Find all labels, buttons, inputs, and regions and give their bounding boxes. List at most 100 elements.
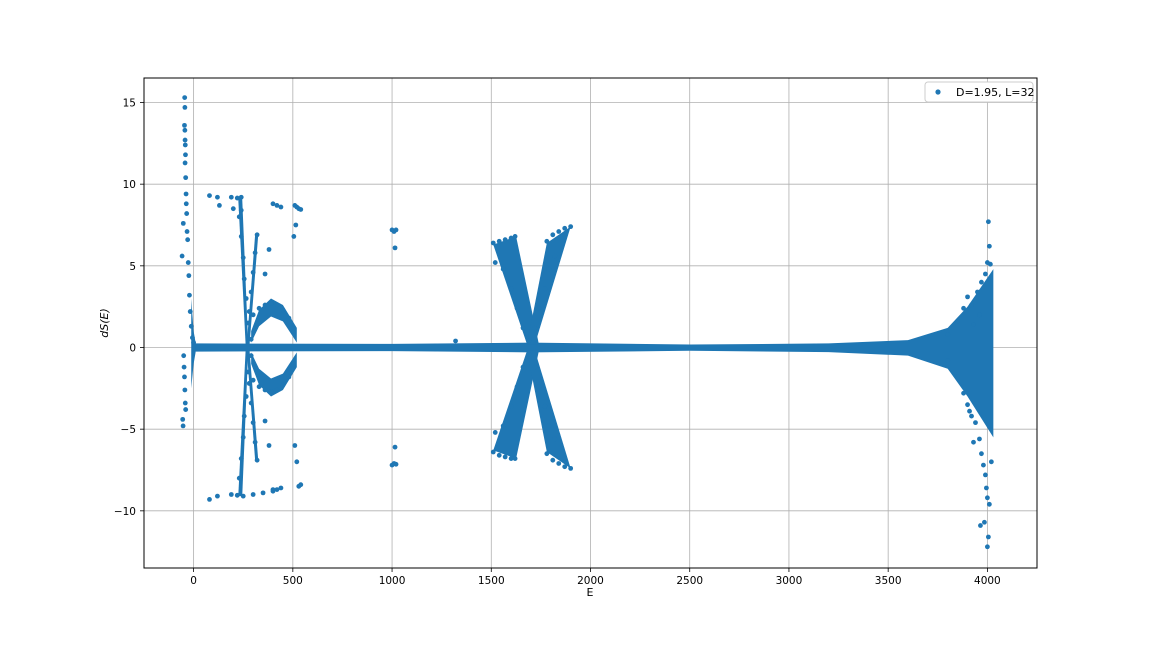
data-point — [526, 338, 532, 344]
data-point — [217, 203, 222, 208]
data-point — [500, 266, 506, 272]
data-point — [973, 420, 978, 426]
data-point — [286, 374, 292, 380]
data-point — [961, 390, 966, 396]
data-point — [508, 286, 514, 292]
data-point — [270, 201, 276, 207]
data-point — [245, 369, 251, 375]
data-point — [262, 302, 268, 308]
data-point — [182, 122, 187, 128]
data-point — [186, 273, 192, 279]
density-band — [493, 350, 539, 459]
data-point — [988, 459, 994, 465]
data-point — [256, 384, 262, 390]
data-point — [268, 301, 274, 306]
data-point — [546, 266, 552, 272]
data-point — [185, 237, 191, 243]
data-point — [978, 523, 983, 528]
data-point — [254, 457, 260, 463]
data-point — [983, 271, 988, 277]
data-point — [514, 305, 520, 311]
data-point — [982, 519, 987, 525]
data-point — [291, 325, 297, 331]
data-point — [250, 312, 256, 318]
data-point — [965, 294, 970, 300]
data-point — [246, 309, 252, 314]
data-point — [252, 250, 258, 256]
data-point — [182, 387, 188, 393]
data-point — [180, 423, 186, 429]
data-point — [500, 423, 506, 429]
data-point — [532, 325, 538, 331]
data-point — [254, 232, 260, 238]
data-point — [971, 439, 976, 445]
data-point — [979, 279, 984, 285]
data-point — [183, 152, 188, 158]
data-point — [238, 456, 244, 461]
data-point — [207, 193, 212, 199]
data-point — [190, 335, 195, 341]
density-band — [246, 350, 259, 461]
data-point — [238, 234, 244, 239]
data-point — [969, 413, 974, 419]
legend: D=1.95, L=32 — [924, 81, 1035, 103]
data-point — [234, 492, 240, 498]
data-point — [546, 423, 552, 429]
data-point — [945, 358, 951, 363]
x-tick-label: 1000 — [379, 575, 406, 587]
data-point — [191, 340, 197, 345]
data-point — [514, 384, 520, 390]
data-point — [556, 229, 562, 234]
data-point — [260, 490, 266, 496]
x-tick-label: 2500 — [676, 575, 703, 587]
data-point — [240, 493, 246, 499]
data-point — [496, 238, 502, 244]
data-point — [550, 457, 556, 463]
data-point — [182, 374, 187, 380]
data-point — [240, 255, 246, 261]
data-point — [508, 403, 514, 409]
data-point — [280, 382, 286, 388]
data-point — [183, 407, 189, 412]
data-point — [568, 465, 574, 471]
data-point — [238, 194, 244, 200]
data-point — [238, 207, 244, 213]
data-point — [182, 160, 188, 166]
data-point — [234, 195, 240, 201]
data-point — [508, 456, 514, 461]
data-point — [981, 462, 986, 468]
data-point — [246, 381, 252, 386]
data-point — [184, 211, 190, 216]
data-point — [185, 260, 191, 265]
data-point — [544, 451, 550, 457]
data-point — [392, 444, 398, 450]
data-point — [250, 269, 256, 275]
data-point — [971, 322, 976, 328]
data-point — [298, 482, 304, 488]
data-point — [490, 240, 496, 246]
data-point — [983, 472, 988, 478]
legend-marker — [935, 89, 941, 95]
data-point — [274, 302, 280, 308]
data-point — [181, 353, 187, 359]
data-point — [544, 238, 550, 244]
data-point — [241, 276, 247, 282]
data-point — [250, 492, 256, 497]
data-point — [520, 325, 526, 331]
data-point — [228, 492, 234, 497]
data-point — [536, 305, 542, 311]
data-point — [983, 485, 989, 491]
data-point — [243, 296, 249, 301]
data-point — [955, 374, 961, 380]
data-point — [542, 286, 548, 292]
data-point — [502, 237, 508, 243]
data-point — [215, 493, 220, 499]
data-point — [182, 137, 188, 143]
data-point — [552, 253, 558, 259]
data-point — [266, 443, 272, 448]
data-point — [984, 495, 990, 501]
data-point — [536, 384, 542, 390]
data-point — [248, 289, 254, 295]
data-point — [248, 353, 254, 359]
data-point — [181, 364, 187, 370]
